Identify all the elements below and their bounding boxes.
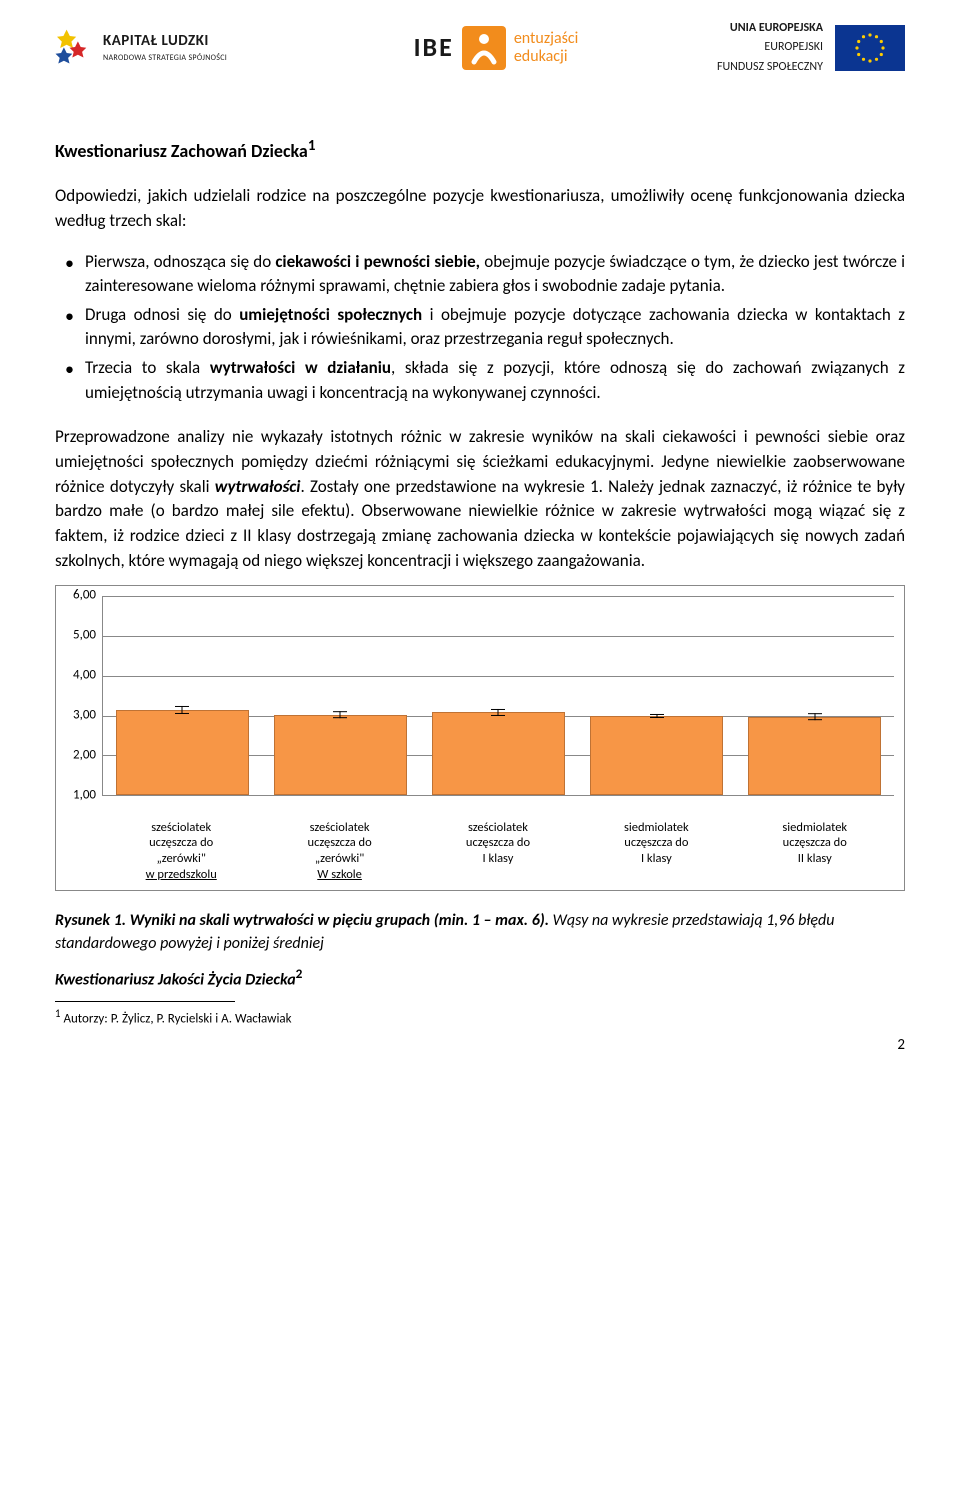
analysis-paragraph: Przeprowadzone analizy nie wykazały isto…: [55, 425, 905, 573]
footnote: 1 Autorzy: P. Żylicz, P. Rycielski i A. …: [55, 1006, 905, 1029]
bar: [274, 715, 407, 795]
kl-subtitle: NARODOWA STRATEGIA SPÓJNOŚCI: [103, 53, 227, 65]
error-bar: [175, 706, 189, 714]
x-axis-labels: sześciolatekuczęszcza do„zerówki"w przed…: [102, 816, 894, 883]
bar-group: [736, 596, 894, 795]
eu-line3: FUNDUSZ SPOŁECZNY: [717, 59, 823, 76]
title-footnote-ref: 1: [308, 137, 316, 155]
logo-kapital-ludzki: KAPITAŁ LUDZKI NARODOWA STRATEGIA SPÓJNO…: [55, 28, 275, 68]
bullet-item-2: Druga odnosi się do umiejętności społecz…: [85, 303, 905, 352]
plot-area: [102, 596, 894, 796]
eu-line2: EUROPEJSKI: [717, 39, 823, 56]
y-tick: 4,00: [73, 667, 96, 686]
figure-caption: Rysunek 1. Wyniki na skali wytrwałości w…: [55, 909, 905, 955]
ibe-text: IBE: [414, 29, 454, 67]
bar-group: [578, 596, 736, 795]
x-label: sześciolatekuczęszcza doI klasy: [419, 816, 577, 883]
bar: [590, 716, 723, 796]
bar-group: [261, 596, 419, 795]
error-bar: [333, 712, 347, 718]
error-bar: [491, 708, 505, 716]
x-label: siedmiolatekuczęszcza doII klasy: [736, 816, 894, 883]
ibe-line2: edukacji: [514, 48, 579, 66]
bar: [432, 712, 565, 795]
footnote-separator: [55, 1001, 235, 1002]
bullet-list: Pierwsza, odnosząca się do ciekawości i …: [55, 250, 905, 406]
ibe-line1: entuzjaści: [514, 30, 579, 48]
x-label: sześciolatekuczęszcza do„zerówki"w przed…: [102, 816, 260, 883]
kl-star-icon: [55, 28, 93, 68]
bullet-item-1: Pierwsza, odnosząca się do ciekawości i …: [85, 250, 905, 299]
header-logos: KAPITAŁ LUDZKI NARODOWA STRATEGIA SPÓJNO…: [55, 0, 905, 106]
bar-group: [103, 596, 261, 795]
intro-paragraph: Odpowiedzi, jakich udzielali rodzice na …: [55, 184, 905, 233]
y-tick: 3,00: [73, 707, 96, 726]
bar: [748, 717, 881, 795]
eu-line1: UNIA EUROPEJSKA: [717, 20, 823, 37]
y-tick: 6,00: [73, 587, 96, 606]
title-text: Kwestionariusz Zachowań Dziecka: [55, 140, 308, 162]
ibe-figure-icon: [462, 26, 506, 70]
error-bar: [808, 714, 822, 720]
x-label: sześciolatekuczęszcza do„zerówki"W szkol…: [260, 816, 418, 883]
y-axis: 6,00 5,00 4,00 3,00 2,00 1,00: [64, 596, 102, 796]
page-number: 2: [55, 1035, 905, 1057]
x-label: siedmiolatekuczęszcza doI klasy: [577, 816, 735, 883]
kl-title: KAPITAŁ LUDZKI: [103, 31, 227, 53]
y-tick: 1,00: [73, 787, 96, 806]
document-title: Kwestionariusz Zachowań Dziecka1: [55, 136, 905, 164]
bar: [116, 710, 249, 796]
bar-chart: 6,00 5,00 4,00 3,00 2,00 1,00 sześciolat…: [55, 585, 905, 891]
eu-flag-icon: [835, 25, 905, 71]
error-bar: [650, 714, 664, 718]
y-tick: 2,00: [73, 747, 96, 766]
logo-ibe: IBE entuzjaści edukacji: [414, 26, 579, 70]
section-subtitle: Kwestionariusz Jakości Życia Dziecka2: [55, 964, 905, 992]
y-tick: 5,00: [73, 627, 96, 646]
bullet-item-3: Trzecia to skala wytrwałości w działaniu…: [85, 356, 905, 405]
logo-eu: UNIA EUROPEJSKA EUROPEJSKI FUNDUSZ SPOŁE…: [717, 20, 905, 76]
bar-group: [419, 596, 577, 795]
